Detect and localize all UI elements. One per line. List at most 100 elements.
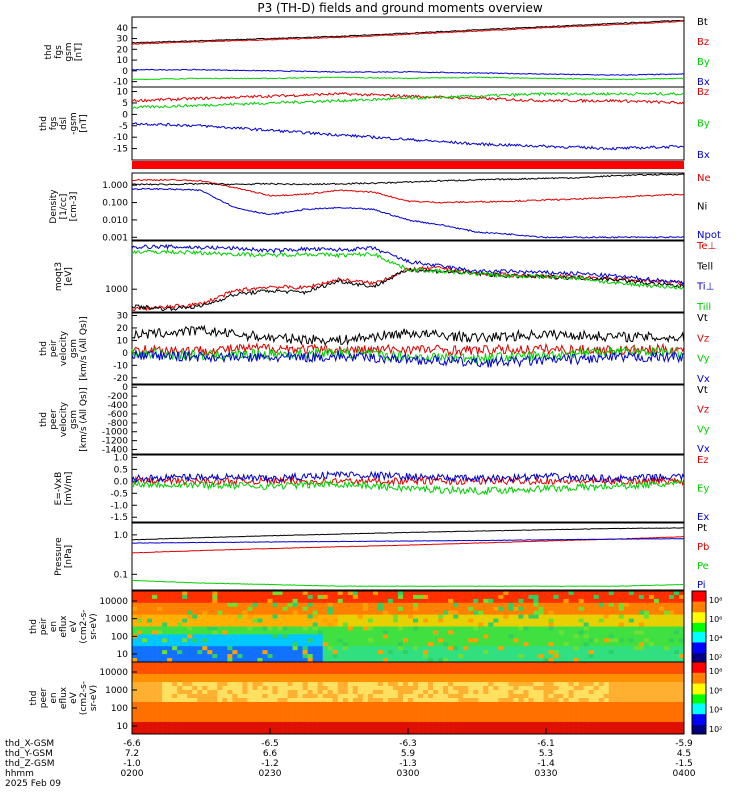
spectrogram-cell xyxy=(307,658,313,663)
spectrogram-cell xyxy=(483,674,489,679)
spectrogram-cell xyxy=(608,622,615,627)
spectrogram-cell xyxy=(397,638,404,643)
spectrogram-cell xyxy=(538,646,544,651)
spectrogram-cell xyxy=(197,694,203,699)
spectrogram-cell xyxy=(402,658,409,663)
spectrogram-cell xyxy=(463,722,469,727)
spectrogram-cell xyxy=(408,674,414,679)
spectrogram-cell xyxy=(548,622,554,627)
y-axis-label-line: peir xyxy=(39,617,49,635)
spectrogram-cell xyxy=(157,642,163,647)
spectrogram-cell xyxy=(327,718,334,723)
spectrogram-cell xyxy=(498,686,504,691)
y-tick-label: -15 xyxy=(113,145,128,155)
spectrogram-cell xyxy=(603,718,610,723)
spectrogram-cell xyxy=(232,694,238,699)
spectrogram-cell xyxy=(608,674,615,679)
spectrogram-cell xyxy=(277,730,283,735)
spectrogram-cell xyxy=(242,686,248,691)
spectrogram-cell xyxy=(588,614,594,619)
spectrogram-cell xyxy=(372,710,379,715)
spectrogram-cell xyxy=(402,686,409,691)
spectrogram-cell xyxy=(402,674,409,679)
y-tick-label: -1000 xyxy=(102,428,128,438)
spectrogram-cell xyxy=(658,718,665,723)
spectrogram-cell xyxy=(142,598,148,604)
spectrogram-cell xyxy=(212,598,218,604)
spectrogram-cell xyxy=(382,722,389,727)
spectrogram-cell xyxy=(322,662,329,667)
spectrogram-cell xyxy=(568,714,574,719)
spectrogram-cell xyxy=(162,706,168,711)
spectrogram-cell xyxy=(362,690,369,695)
spectrogram-cell xyxy=(663,662,670,667)
spectrogram-cell xyxy=(187,678,193,683)
spectrogram-cell xyxy=(488,682,494,687)
spectrogram-cell xyxy=(322,610,329,615)
spectrogram-cell xyxy=(202,710,208,715)
spectrogram-cell xyxy=(347,630,354,635)
spectrogram-cell xyxy=(147,722,153,727)
spectrogram-cell xyxy=(287,714,293,719)
y-axis-label-line: sr-eV) xyxy=(89,613,99,639)
spectrogram-cell xyxy=(232,714,238,719)
colorbar-cell xyxy=(692,653,706,656)
spectrogram-cell xyxy=(317,706,323,711)
spectrogram-cell xyxy=(603,666,610,671)
spectrogram-cell xyxy=(508,694,514,699)
y-tick-label: 10000 xyxy=(99,597,128,607)
spectrogram-cell xyxy=(337,646,344,651)
spectrogram-cell xyxy=(548,670,554,675)
spectrogram-cell xyxy=(272,638,278,643)
spectrogram-cell xyxy=(207,614,213,619)
spectrogram-cell xyxy=(573,630,579,635)
spectrogram-cell xyxy=(453,626,459,631)
spectrogram-cell xyxy=(247,602,253,608)
spectrogram-cell xyxy=(272,646,278,651)
spectrogram-cell xyxy=(673,702,680,707)
spectrogram-cell xyxy=(563,666,569,671)
spectrogram-cell xyxy=(397,674,404,679)
spectrogram-cell xyxy=(528,722,534,727)
spectrogram-cell xyxy=(663,606,670,612)
spectrogram-cell xyxy=(237,630,243,635)
spectrogram-cell xyxy=(513,674,519,679)
spectrogram-cell xyxy=(518,690,524,695)
spectrogram-cell xyxy=(387,694,394,699)
spectrogram-cell xyxy=(618,722,625,727)
spectrogram-cell xyxy=(583,598,589,604)
spectrogram-cell xyxy=(287,682,293,687)
spectrogram-cell xyxy=(528,618,534,623)
spectrogram-cell xyxy=(643,634,650,639)
spectrogram-cell xyxy=(277,686,283,691)
spectrogram-cell xyxy=(402,614,409,619)
spectrogram-cell xyxy=(413,602,419,608)
spectrogram-cell xyxy=(513,634,519,639)
spectrogram-cell xyxy=(668,698,675,703)
spectrogram-cell xyxy=(207,594,213,600)
spectrogram-cell xyxy=(613,674,620,679)
spectrogram-cell xyxy=(648,606,655,612)
spectrogram-cell xyxy=(272,602,278,608)
spectrogram-cell xyxy=(643,602,650,608)
spectrogram-cell xyxy=(192,662,198,667)
spectrogram-cell xyxy=(207,662,213,667)
spectrogram-cell xyxy=(473,630,479,635)
spectrogram-cell xyxy=(332,606,339,612)
spectrogram-cell xyxy=(177,730,183,735)
spectrogram-cell xyxy=(222,622,228,627)
spectrogram-cell xyxy=(613,634,620,639)
spectrogram-cell xyxy=(423,646,429,651)
spectrogram-cell xyxy=(182,666,188,671)
spectrogram-cell xyxy=(463,714,469,719)
spectrogram-cell xyxy=(408,694,414,699)
spectrogram-cell xyxy=(453,730,459,735)
spectrogram-cell xyxy=(202,686,208,691)
spectrogram-cell xyxy=(312,618,318,623)
spectrogram-cell xyxy=(192,694,198,699)
spectrogram-cell xyxy=(347,602,354,608)
spectrogram-cell xyxy=(483,594,489,600)
spectrogram-cell xyxy=(137,610,143,615)
spectrogram-cell xyxy=(207,730,213,735)
spectrogram-cell xyxy=(132,654,138,659)
